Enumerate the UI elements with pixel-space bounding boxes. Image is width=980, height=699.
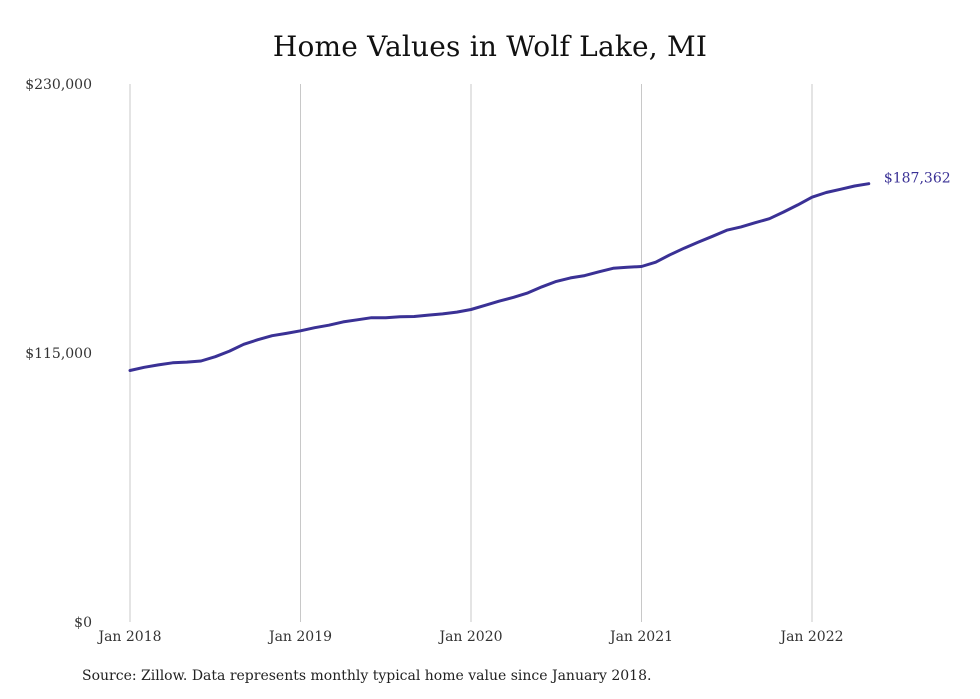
series-group <box>128 182 871 372</box>
x-tick-label: Jan 2022 <box>778 629 843 645</box>
end-value-label: $187,362 <box>884 171 951 187</box>
source-note: Source: Zillow. Data represents monthly … <box>82 668 652 684</box>
x-axis-ticks: Jan 2018 Jan 2019 Jan 2020 Jan 2021 Jan 2022 <box>96 629 843 645</box>
y-tick-label: $0 <box>74 615 92 631</box>
x-tick-label: Jan 2021 <box>608 629 673 645</box>
x-tick-label: Jan 2019 <box>267 629 332 645</box>
end-label-group: $187,362 <box>884 171 951 187</box>
gridlines <box>129 84 813 622</box>
x-tick-label: Jan 2020 <box>437 629 502 645</box>
x-tick-label: Jan 2018 <box>96 629 161 645</box>
chart-title: Home Values in Wolf Lake, MI <box>272 30 708 63</box>
y-tick-label: $115,000 <box>25 346 92 362</box>
y-axis-ticks: $0 $115,000 $230,000 <box>25 77 92 631</box>
series-line <box>128 182 871 372</box>
y-tick-label: $230,000 <box>25 77 92 93</box>
